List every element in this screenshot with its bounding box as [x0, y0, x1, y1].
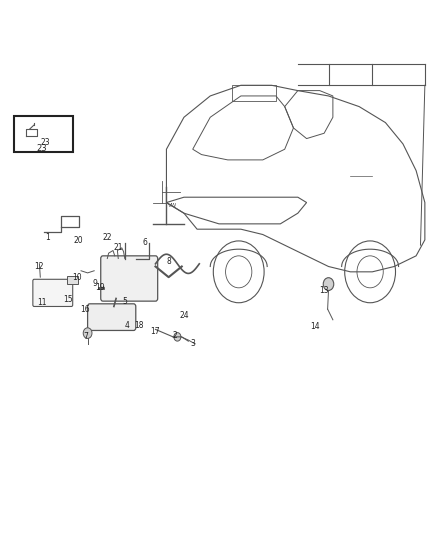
Text: 9: 9 [92, 279, 97, 288]
FancyBboxPatch shape [33, 279, 73, 306]
Text: 24: 24 [179, 311, 189, 320]
Text: 5: 5 [122, 297, 127, 305]
Text: 8: 8 [166, 257, 171, 265]
Circle shape [83, 328, 92, 338]
Text: 23: 23 [40, 139, 50, 147]
Text: 7: 7 [83, 333, 88, 341]
Circle shape [174, 333, 181, 341]
Text: 16: 16 [81, 305, 90, 313]
Text: 2: 2 [173, 332, 177, 340]
Text: 10: 10 [72, 273, 81, 281]
Text: 18: 18 [134, 321, 144, 329]
Text: 6: 6 [142, 238, 147, 247]
Text: 21: 21 [113, 244, 123, 252]
Circle shape [323, 278, 334, 290]
Text: 23: 23 [36, 144, 47, 152]
Bar [67, 276, 78, 284]
Bar [232, 85, 276, 101]
Text: 3: 3 [190, 340, 195, 348]
Text: 1: 1 [45, 233, 49, 241]
Text: 14: 14 [311, 322, 320, 330]
Text: 22: 22 [102, 233, 112, 241]
Bar [14, 116, 73, 152]
FancyBboxPatch shape [88, 304, 136, 330]
FancyBboxPatch shape [101, 256, 158, 301]
Text: 4: 4 [124, 321, 130, 329]
Text: 11: 11 [37, 298, 46, 307]
Text: VW: VW [168, 203, 178, 208]
Text: 15: 15 [63, 295, 73, 304]
Text: 19: 19 [95, 284, 105, 292]
Text: 20: 20 [73, 237, 83, 245]
Text: 17: 17 [151, 327, 160, 336]
Text: 12: 12 [34, 262, 43, 271]
Text: 13: 13 [319, 286, 329, 295]
